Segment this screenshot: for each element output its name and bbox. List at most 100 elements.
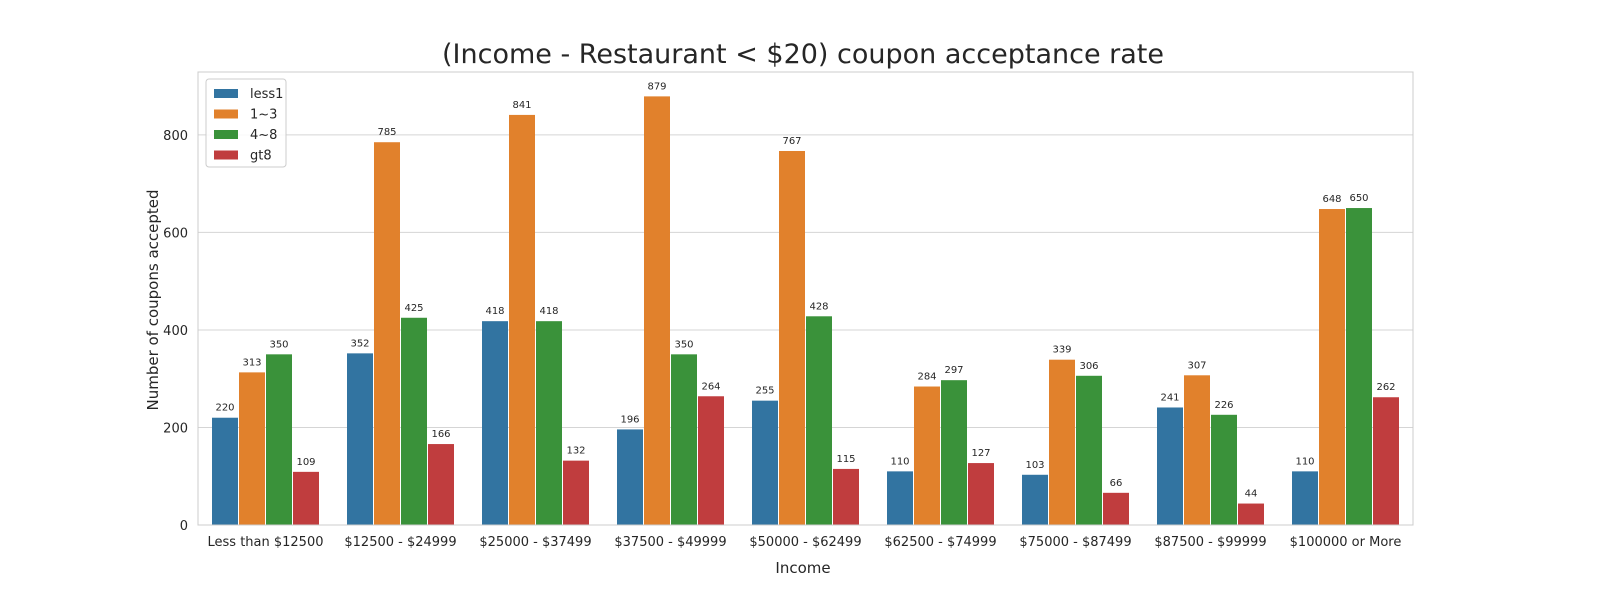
- bar: [779, 150, 805, 525]
- bar-value-label: 264: [701, 381, 720, 392]
- bar-value-label: 66: [1110, 478, 1123, 489]
- bar-value-label: 103: [1025, 460, 1044, 471]
- legend-swatch: [214, 89, 238, 98]
- y-axis-ticks: 0 200 400 600 800: [163, 129, 188, 534]
- bar-value-label: 132: [566, 446, 585, 457]
- bars: [212, 96, 1399, 526]
- bar-value-label: 44: [1245, 489, 1258, 500]
- y-tick-label: 0: [180, 519, 188, 534]
- bar-value-label: 307: [1187, 360, 1206, 371]
- bar-value-label: 767: [782, 136, 801, 147]
- bar: [1103, 492, 1129, 525]
- x-tick-label: $25000 - $37499: [479, 535, 591, 550]
- bar-value-label: 115: [836, 454, 855, 465]
- bar: [968, 463, 994, 525]
- bar: [644, 96, 670, 526]
- bar: [1184, 375, 1210, 525]
- bar-value-label: 284: [917, 372, 936, 383]
- bar: [212, 417, 238, 525]
- bar-value-label: 127: [971, 448, 990, 459]
- x-tick-label: $87500 - $99999: [1154, 535, 1266, 550]
- bar: [1319, 209, 1345, 525]
- plot-area-frame: [197, 71, 1414, 526]
- bar: [374, 142, 400, 525]
- bar-value-label: 879: [647, 81, 666, 92]
- bar: [1049, 359, 1075, 525]
- bar: [1022, 474, 1048, 525]
- bar-value-label: 350: [674, 339, 693, 350]
- bar: [617, 429, 643, 525]
- bar: [671, 354, 697, 525]
- bar: [806, 316, 832, 525]
- bar-value-label: 255: [755, 386, 774, 397]
- y-tick-label: 800: [163, 129, 188, 144]
- bar-value-label: 110: [1295, 456, 1314, 467]
- bar: [293, 471, 319, 525]
- bar: [1238, 503, 1264, 525]
- bar: [347, 353, 373, 525]
- legend-label: gt8: [250, 149, 272, 164]
- bar: [752, 400, 778, 525]
- bar: [1346, 208, 1372, 526]
- legend-box: [205, 78, 287, 168]
- bar: [563, 460, 589, 525]
- legend-label: 4~8: [250, 128, 277, 143]
- bar-value-label: 220: [215, 403, 234, 414]
- x-tick-label: $12500 - $24999: [344, 535, 456, 550]
- bar: [1292, 471, 1318, 525]
- x-axis-ticks: Less than $12500 $12500 - $24999 $25000 - …: [208, 535, 1402, 550]
- bar: [401, 317, 427, 525]
- bar: [887, 471, 913, 525]
- y-axis-label: Number of coupons accepted: [144, 189, 162, 410]
- x-tick-label: $75000 - $87499: [1019, 535, 1131, 550]
- bar-value-label: 313: [242, 357, 261, 368]
- bar: [266, 354, 292, 525]
- bar: [941, 380, 967, 525]
- bar-value-label: 785: [377, 127, 396, 138]
- x-tick-label: $62500 - $74999: [884, 535, 996, 550]
- legend-swatch: [214, 109, 238, 119]
- bar-value-label: 196: [620, 414, 639, 425]
- legend-label: 1~3: [250, 108, 277, 123]
- legend: less1 1~3 4~8 gt8: [205, 78, 287, 168]
- bar-value-label: 306: [1079, 361, 1098, 372]
- legend-label: less1: [250, 87, 283, 102]
- bar-value-label: 166: [431, 429, 450, 440]
- legend-swatch: [214, 130, 238, 139]
- bar-value-label: 425: [404, 303, 423, 314]
- chart-title: (Income - Restaurant < $20) coupon accep…: [442, 39, 1164, 70]
- bar-value-label: 418: [539, 306, 558, 317]
- bar: [1373, 397, 1399, 525]
- bar: [698, 396, 724, 525]
- x-tick-label: $50000 - $62499: [749, 535, 861, 550]
- bar: [1211, 414, 1237, 525]
- bar: [1076, 375, 1102, 525]
- y-tick-label: 400: [163, 324, 188, 339]
- bar: [914, 386, 940, 525]
- bar-value-label: 350: [269, 339, 288, 350]
- bar: [1157, 407, 1183, 525]
- bar-value-label: 650: [1349, 193, 1368, 204]
- bar-value-label: 352: [350, 338, 369, 349]
- bar-value-label: 428: [809, 301, 828, 312]
- bar-value-label: 110: [890, 456, 909, 467]
- bar: [428, 444, 454, 525]
- bar-value-label: 226: [1214, 400, 1233, 411]
- bar-value-label: 297: [944, 365, 963, 376]
- bar: [833, 468, 859, 525]
- bar-value-label: 262: [1376, 382, 1395, 393]
- bar-value-label: 339: [1052, 345, 1071, 356]
- legend-swatch: [214, 150, 238, 160]
- data-labels: 220 313 350 109 352 785 425 166 418 841 418 132 196 8…: [215, 81, 1395, 499]
- bar: [536, 321, 562, 525]
- bar-value-label: 418: [485, 306, 504, 317]
- bar-value-label: 109: [296, 457, 315, 468]
- x-axis-label: Income: [775, 559, 830, 577]
- bar: [239, 372, 265, 525]
- x-tick-label: $100000 or More: [1290, 535, 1402, 550]
- bar: [482, 321, 508, 525]
- x-tick-label: Less than $12500: [208, 535, 324, 550]
- bar-value-label: 241: [1160, 392, 1179, 403]
- bar-value-label: 841: [512, 100, 531, 111]
